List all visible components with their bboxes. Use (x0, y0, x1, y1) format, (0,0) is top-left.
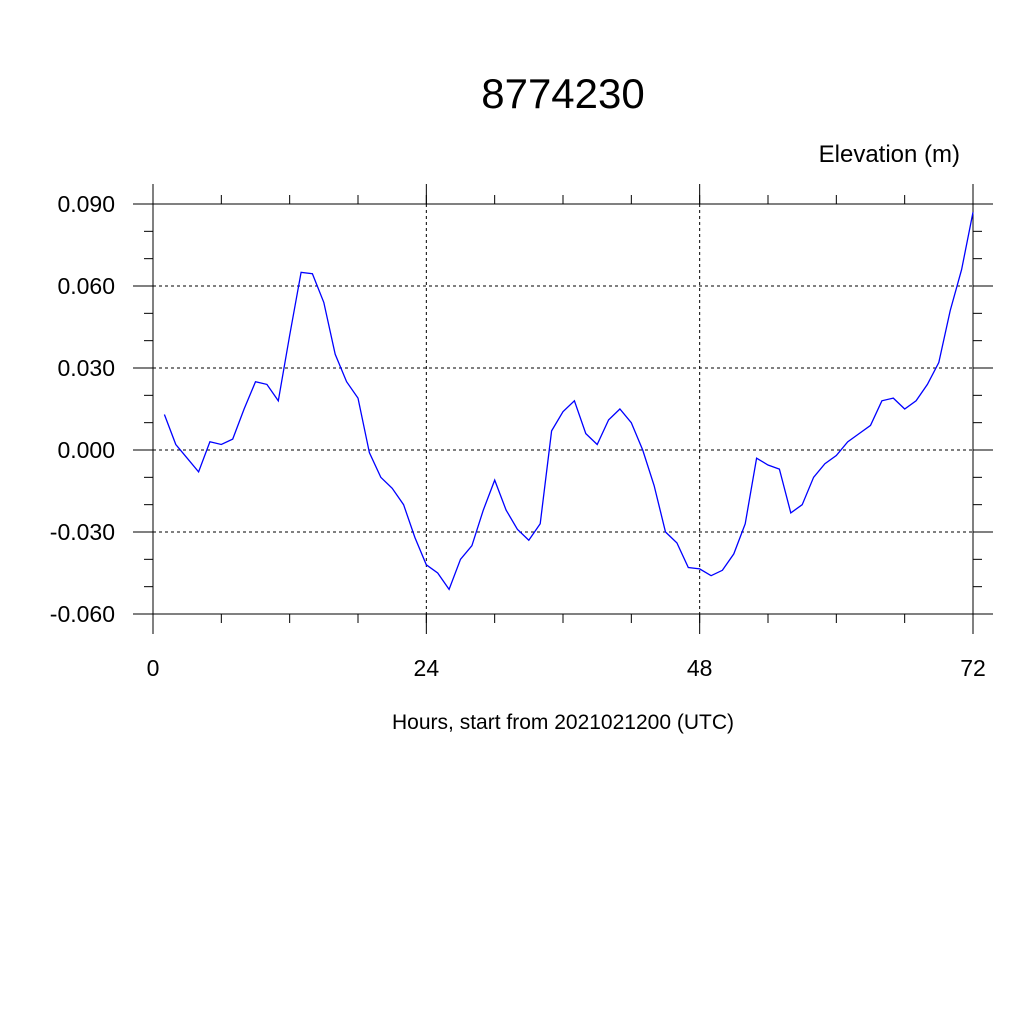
data-point (596, 443, 599, 446)
data-point (208, 440, 211, 443)
grid-lines (152, 203, 974, 615)
data-point (846, 440, 849, 443)
data-point (220, 443, 223, 446)
data-point (573, 399, 576, 402)
data-point (448, 588, 451, 591)
data-point (903, 408, 906, 411)
x-axis-tick-labels: 0 24 48 72 (147, 655, 986, 681)
data-point (664, 531, 667, 534)
chart-subtitle: Elevation (m) (819, 141, 960, 168)
y-tick-label: 0.090 (57, 191, 115, 217)
data-point (300, 271, 303, 274)
data-point (915, 399, 918, 402)
data-point (880, 399, 883, 402)
data-point (357, 397, 360, 400)
data-point (675, 541, 678, 544)
data-point (562, 410, 565, 413)
data-point (618, 408, 621, 411)
data-point (869, 424, 872, 427)
data-point (334, 353, 337, 356)
data-point (322, 301, 325, 304)
data-point (755, 457, 758, 460)
data-point (823, 462, 826, 465)
plot-frame (152, 203, 974, 615)
data-point (277, 399, 280, 402)
data-point (243, 408, 246, 411)
data-point (584, 432, 587, 435)
data-point (744, 522, 747, 525)
data-point (630, 421, 633, 424)
chart-title: 8774230 (481, 70, 645, 117)
y-tick-label: 0.060 (57, 273, 115, 299)
data-point (653, 484, 656, 487)
data-point (345, 380, 348, 383)
data-point (732, 552, 735, 555)
data-point (413, 536, 416, 539)
data-point (197, 470, 200, 473)
data-point (459, 558, 462, 561)
data-point (231, 438, 234, 441)
data-point (265, 383, 268, 386)
data-point (163, 413, 166, 416)
data-point (858, 432, 861, 435)
data-point (960, 268, 963, 271)
data-point (516, 528, 519, 531)
data-point (926, 383, 929, 386)
y-axis-tick-labels: -0.060 -0.030 0.000 0.030 0.060 0.090 (50, 191, 115, 627)
x-tick-label: 72 (960, 655, 986, 681)
x-axis-label: Hours, start from 2021021200 (UTC) (392, 711, 734, 734)
data-point (835, 454, 838, 457)
series-points (163, 211, 975, 591)
x-tick-label: 48 (687, 655, 713, 681)
data-point (186, 457, 189, 460)
data-point (721, 569, 724, 572)
data-point (641, 449, 644, 452)
data-point (698, 567, 701, 570)
data-point (687, 566, 690, 569)
data-point (505, 509, 508, 512)
y-tick-label: -0.030 (50, 519, 115, 545)
data-point (254, 380, 257, 383)
data-point (607, 418, 610, 421)
data-point (949, 309, 952, 312)
data-point (493, 479, 496, 482)
data-point (892, 397, 895, 400)
data-point (550, 429, 553, 432)
data-point (972, 211, 975, 214)
data-point (379, 476, 382, 479)
data-point (174, 443, 177, 446)
data-point (801, 503, 804, 506)
data-point (710, 574, 713, 577)
x-tick-label: 24 (414, 655, 440, 681)
y-tick-label: 0.030 (57, 355, 115, 381)
data-point (436, 572, 439, 575)
data-point (767, 464, 770, 467)
data-point (937, 361, 940, 364)
data-point (812, 476, 815, 479)
data-point (539, 522, 542, 525)
data-point (402, 503, 405, 506)
data-point (425, 563, 428, 566)
y-tick-label: 0.000 (57, 437, 115, 463)
data-point (482, 509, 485, 512)
axis-ticks (133, 184, 993, 634)
elevation-series-line (163, 212, 974, 591)
data-point (368, 451, 371, 454)
data-point (288, 334, 291, 337)
data-point (789, 511, 792, 514)
x-tick-label: 0 (147, 655, 160, 681)
y-tick-label: -0.060 (50, 601, 115, 627)
data-point (527, 539, 530, 542)
data-point (391, 487, 394, 490)
data-point (470, 544, 473, 547)
data-point (778, 468, 781, 471)
data-point (311, 272, 314, 275)
